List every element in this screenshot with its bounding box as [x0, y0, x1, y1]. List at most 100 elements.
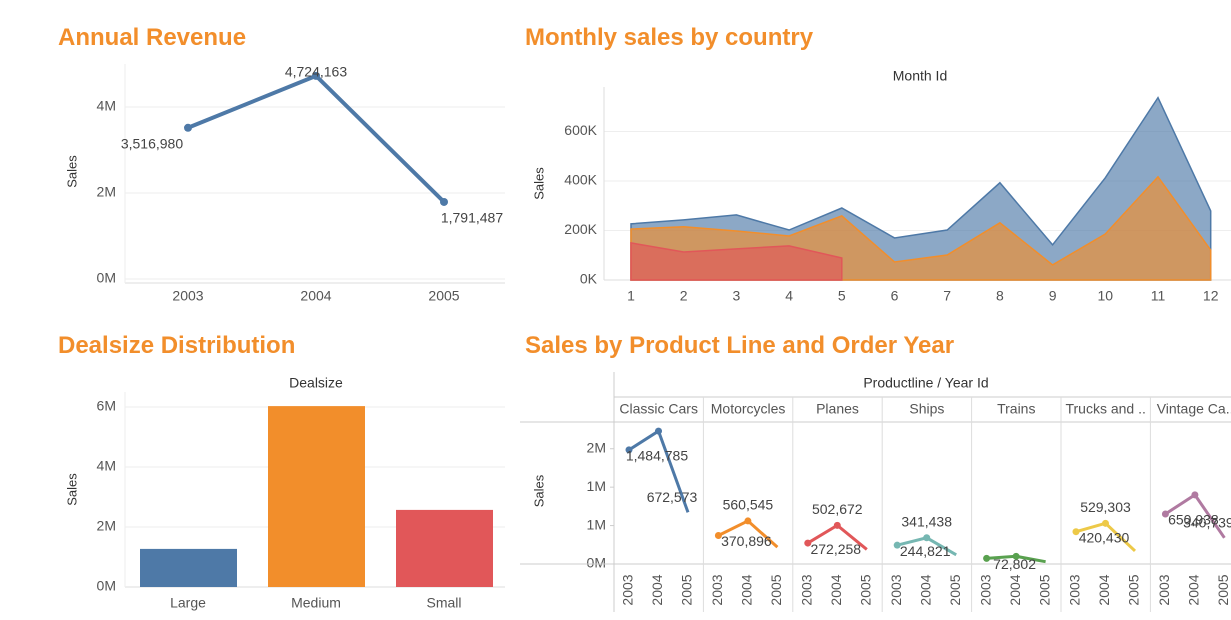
point: [1012, 552, 1020, 560]
y-tick-label: 4M: [97, 458, 116, 474]
point: [1161, 510, 1169, 518]
data-label: 341,438: [901, 513, 952, 529]
point: [893, 541, 901, 549]
y-tick-label: 0M: [587, 555, 606, 571]
y-tick-label: 200K: [564, 221, 597, 237]
x-tick-label: 2003: [620, 574, 636, 605]
point: [1102, 519, 1109, 527]
panel-header: Trucks and ..: [1065, 401, 1145, 417]
x-tick-label: Small: [426, 595, 461, 611]
y-tick-label: 2M: [587, 439, 606, 455]
x-tick-label: 8: [996, 288, 1004, 304]
point: [655, 427, 662, 435]
x-tick-label: 2004: [649, 574, 665, 605]
y-axis-title: Sales: [64, 155, 79, 188]
bar: [396, 509, 493, 587]
axis-title: Dealsize: [289, 375, 343, 391]
panel-header: Planes: [816, 401, 859, 417]
data-label: 502,672: [812, 501, 863, 517]
x-tick-label: 2005: [1036, 574, 1052, 605]
point: [625, 446, 633, 454]
x-tick-label: 2003: [172, 288, 203, 304]
data-label: 244,821: [900, 543, 951, 559]
point: [312, 71, 320, 80]
x-tick-label: 4: [785, 288, 793, 304]
x-tick-label: 12: [1203, 288, 1219, 304]
x-tick-label: 2003: [977, 574, 993, 605]
axis-title: Month Id: [893, 68, 947, 84]
chart-title: Dealsize Distribution: [58, 332, 295, 359]
y-tick-label: 4M: [97, 98, 116, 114]
data-label: 529,303: [1080, 499, 1131, 515]
x-tick-label: 11: [1151, 288, 1166, 304]
x-tick-label: 2005: [947, 574, 963, 605]
y-tick-label: 400K: [564, 172, 597, 188]
data-label: 650,938: [1168, 512, 1219, 528]
x-tick-label: 2003: [888, 574, 904, 605]
y-tick-label: 600K: [564, 122, 597, 138]
data-label: 672,573: [647, 489, 698, 505]
data-label: 420,430: [1079, 529, 1130, 545]
point: [1072, 528, 1080, 536]
data-label: 1,484,785: [626, 448, 688, 464]
area: [630, 241, 843, 281]
data-label: 72,802: [993, 556, 1036, 572]
point: [744, 517, 752, 525]
x-tick-label: 2003: [709, 574, 725, 605]
data-label: 340,739: [1183, 515, 1231, 531]
line: [187, 73, 446, 204]
axis-title: Productline / Year Id: [863, 375, 988, 391]
x-tick-label: 1: [627, 288, 635, 304]
y-tick-label: 0M: [97, 578, 116, 594]
x-tick-label: 2005: [768, 574, 784, 605]
point: [184, 123, 192, 132]
panel-header: Motorcycles: [711, 401, 786, 417]
y-tick-label: 0K: [580, 271, 598, 287]
x-tick-label: 2005: [1126, 574, 1142, 605]
y-tick-label: 1M: [587, 516, 606, 532]
data-label: 1,791,487: [441, 210, 503, 226]
point: [833, 521, 841, 529]
x-tick-label: 2: [680, 288, 688, 304]
y-tick-label: 6M: [97, 398, 116, 414]
x-tick-label: 3: [733, 288, 741, 304]
x-tick-label: 2003: [799, 574, 815, 605]
x-tick-label: 6: [891, 288, 899, 304]
x-tick-label: 5: [838, 288, 846, 304]
data-label: 560,545: [723, 497, 774, 513]
x-tick-label: Large: [170, 595, 206, 611]
chart-title: Annual Revenue: [58, 24, 246, 51]
x-tick-label: 10: [1098, 288, 1114, 304]
x-tick-label: 2004: [1186, 574, 1202, 605]
point: [714, 531, 722, 539]
x-tick-label: 2005: [1215, 574, 1231, 605]
data-label: 4,724,163: [285, 64, 347, 80]
x-tick-label: 2004: [739, 574, 755, 605]
y-axis-title: Sales: [531, 167, 546, 200]
chart-title: Sales by Product Line and Order Year: [525, 332, 954, 359]
panel-header: Vintage Ca..: [1157, 401, 1231, 417]
point: [1191, 491, 1199, 499]
point: [923, 534, 931, 542]
point: [983, 554, 991, 562]
panel-header: Trains: [997, 401, 1035, 417]
x-tick-label: 2003: [1067, 574, 1083, 605]
chart-title: Monthly sales by country: [525, 24, 814, 51]
bar: [268, 406, 365, 587]
data-label: 272,258: [810, 541, 861, 557]
y-tick-label: 1M: [587, 478, 606, 494]
x-tick-label: 2005: [858, 574, 874, 605]
x-tick-label: Medium: [291, 595, 341, 611]
x-tick-label: 2004: [1007, 574, 1023, 605]
panel-header: Ships: [909, 401, 944, 417]
x-tick-label: 7: [943, 288, 951, 304]
y-axis-title: Sales: [64, 473, 79, 506]
x-tick-label: 2005: [428, 288, 459, 304]
x-tick-label: 2003: [1156, 574, 1172, 605]
x-tick-label: 2004: [828, 574, 844, 605]
point: [440, 197, 448, 206]
y-tick-label: 0M: [97, 270, 116, 286]
data-label: 370,896: [721, 533, 772, 549]
